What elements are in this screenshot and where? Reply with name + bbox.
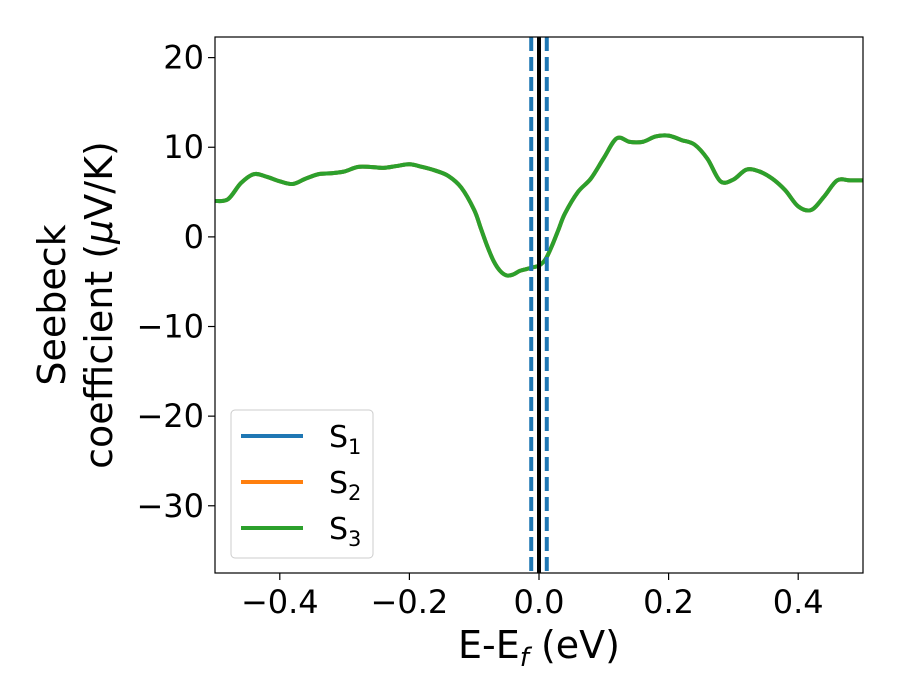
x-axis-label-main: E-E xyxy=(458,623,520,667)
legend-label-s1: S1 xyxy=(329,420,361,459)
legend-label-s2: S2 xyxy=(329,466,361,505)
y-tick-label: 0 xyxy=(184,218,204,256)
vertical-reference-lines xyxy=(529,37,549,573)
x-tick-label: −0.4 xyxy=(241,583,319,621)
y-axis-label-line2-text: coefficient ( xyxy=(77,244,121,469)
x-axis-ticks: −0.4 −0.2 0.0 0.2 0.4 xyxy=(241,573,824,621)
y-tick-label: −20 xyxy=(136,397,204,435)
y-axis-label-line2: coefficient (μV/K) xyxy=(77,141,121,469)
x-tick-label: −0.2 xyxy=(371,583,449,621)
x-tick-label: 0.4 xyxy=(773,583,824,621)
legend: S1 S2 S3 xyxy=(230,409,374,559)
y-tick-label: 10 xyxy=(163,128,204,166)
legend-label-s3: S3 xyxy=(329,512,361,551)
legend-items: S1 S2 S3 xyxy=(241,420,361,551)
y-axis-label-line1: Seebeck xyxy=(30,224,74,385)
y-axis-label: Seebeck coefficient (μV/K) xyxy=(30,141,121,469)
x-tick-label: 0.2 xyxy=(643,583,694,621)
y-axis-ticks: −30 −20 −10 0 10 20 xyxy=(136,39,215,525)
y-tick-label: −10 xyxy=(136,308,204,346)
x-axis-label: E-Ef (eV) xyxy=(458,623,620,673)
y-axis-label-mu: μ xyxy=(77,220,121,245)
y-axis-label-unit: V/K) xyxy=(77,141,121,220)
x-tick-label: 0.0 xyxy=(514,583,565,621)
x-axis-label-unit: (eV) xyxy=(529,623,620,667)
y-tick-label: −30 xyxy=(136,487,204,525)
y-tick-label: 20 xyxy=(163,39,204,77)
